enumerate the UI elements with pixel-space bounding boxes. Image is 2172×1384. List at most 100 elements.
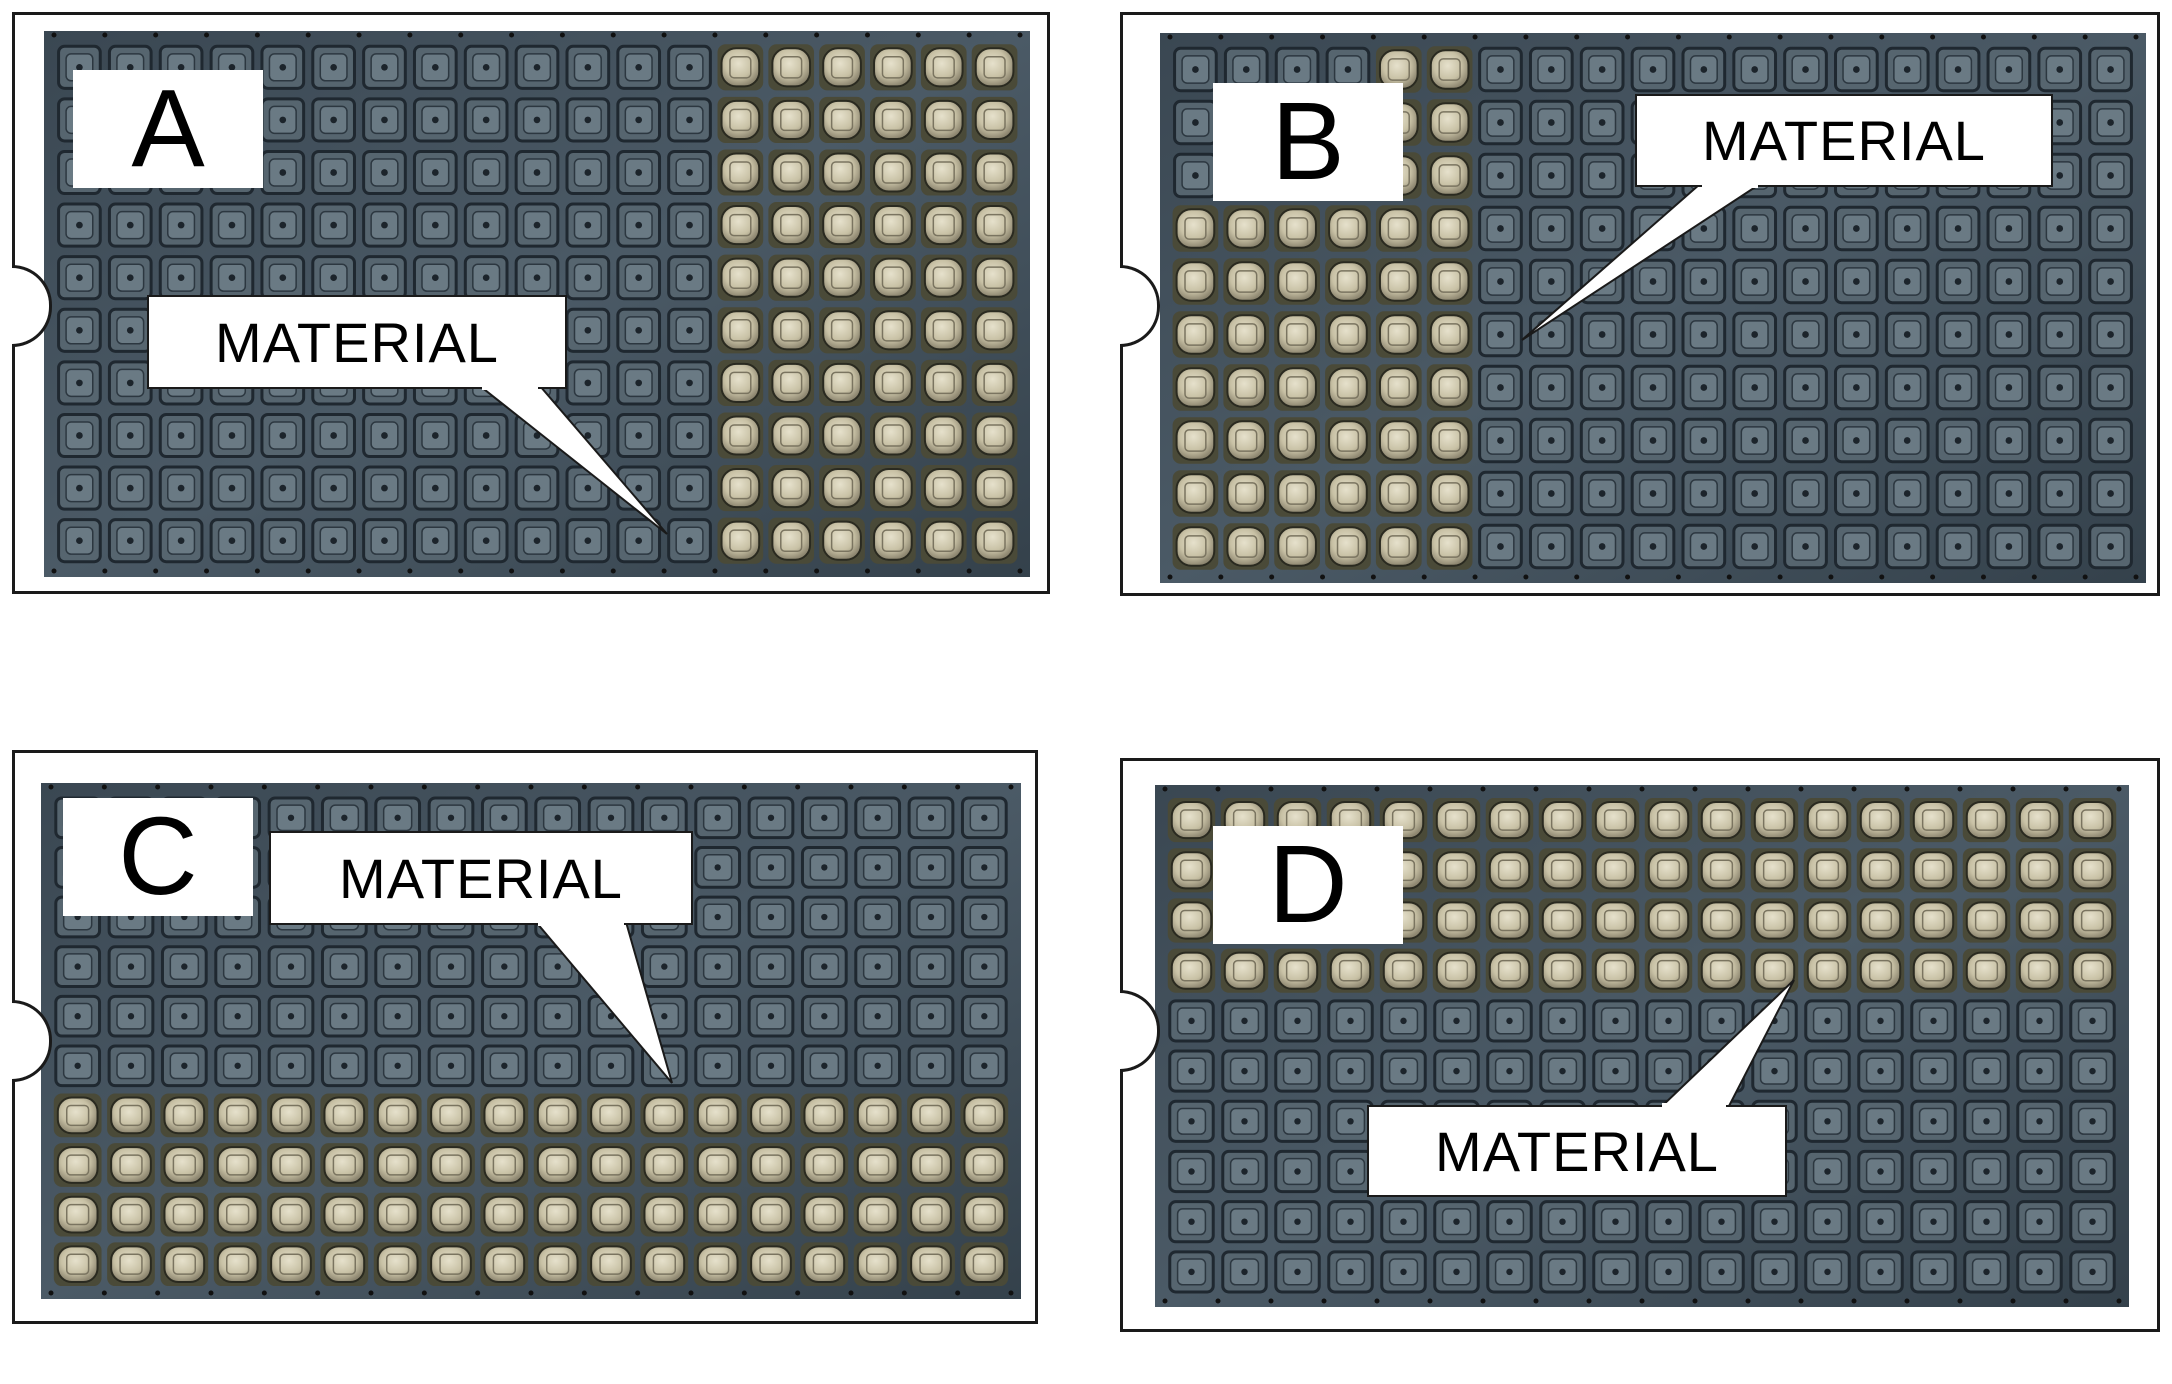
tray-cell-loaded — [960, 1093, 1009, 1138]
tray-cell-empty — [1592, 1250, 1639, 1294]
tray-cell-loaded — [819, 202, 865, 249]
tray-cell-empty — [1630, 364, 1676, 411]
tray-cell-loaded — [920, 307, 967, 354]
tray-cell-empty — [800, 796, 848, 840]
tray-cell-empty — [1935, 417, 1981, 464]
tray-cell-loaded — [1426, 152, 1473, 199]
tray-cell-empty — [800, 1044, 848, 1088]
tray-cell-empty — [2037, 523, 2083, 570]
tray-cell-loaded — [107, 1093, 155, 1138]
tray-edge-hole — [1879, 574, 1885, 580]
tray-cell-empty — [362, 465, 407, 511]
tray-cell-loaded — [870, 254, 916, 301]
tray-cell-empty — [667, 518, 712, 564]
tray-cell-empty — [412, 97, 458, 143]
tray-cell-loaded — [1962, 948, 2011, 993]
tray-cell-empty — [1834, 523, 1879, 570]
tray-cell-empty — [1834, 417, 1879, 464]
tray-edge-hole — [421, 1290, 427, 1296]
tray-edge-hole — [1980, 34, 1986, 40]
tray-edge-hole — [795, 784, 801, 790]
tray-cell-empty — [1274, 1200, 1321, 1244]
tray-cell-loaded — [1325, 311, 1371, 358]
tray-cell-empty — [214, 994, 262, 1038]
tray-cell-loaded — [1485, 798, 1534, 843]
tray-cell-empty — [1884, 311, 1930, 358]
tray-cell-empty — [2088, 46, 2133, 93]
tray-edge-hole — [1639, 786, 1645, 792]
tray-cell-empty — [57, 307, 102, 353]
tray-edge-hole — [610, 32, 616, 38]
tray-cell-empty — [1783, 364, 1828, 411]
tray-cell-loaded — [1538, 948, 1587, 993]
tray-cell-empty — [412, 44, 458, 90]
tray-cell-loaded — [800, 1192, 849, 1237]
tray-cell-loaded — [1803, 898, 1852, 943]
tray-cell-loaded — [1856, 848, 1905, 893]
tray-cell-empty — [907, 945, 955, 988]
tray-cell-empty — [463, 518, 509, 564]
tray-cell-loaded — [971, 412, 1018, 459]
tray-cell-empty — [1857, 1149, 1904, 1194]
tray-cell-empty — [1579, 523, 1625, 570]
tray-cell-loaded — [747, 1242, 795, 1287]
tray-cell-empty — [1732, 523, 1778, 570]
tray-cell-loaded — [768, 44, 815, 91]
tray-cell-empty — [2088, 523, 2133, 570]
tray-cell-empty — [1579, 46, 1625, 93]
tray-cell-empty — [311, 518, 356, 564]
tray-edge-hole — [1828, 574, 1834, 580]
tray-cell-empty — [480, 796, 528, 840]
tray-cell-loaded — [819, 254, 865, 301]
tray-cell-loaded — [1591, 798, 1640, 843]
tray-cell-loaded — [717, 517, 764, 564]
tray-edge-hole — [635, 1290, 641, 1296]
tray-cell-empty — [311, 465, 356, 511]
tray-edge-hole — [1320, 34, 1326, 40]
tray-edge-hole — [101, 784, 107, 790]
tray-edge-hole — [2010, 786, 2016, 792]
tray-cell-empty — [1539, 1049, 1586, 1093]
tray-edge-hole — [407, 32, 413, 38]
tray-edge-hole — [1586, 786, 1592, 792]
panel-letter-c: C — [63, 798, 253, 916]
tray-cell-empty — [960, 1044, 1008, 1088]
tray-cell-empty — [267, 994, 315, 1038]
tray-cell-loaded — [747, 1192, 795, 1237]
tray-cell-empty — [1804, 1049, 1851, 1093]
tray-cell-empty — [2037, 258, 2083, 305]
tray-cell-empty — [854, 1044, 902, 1088]
tray-cell-loaded — [1697, 848, 1746, 893]
tray-edge-hole — [1625, 34, 1631, 40]
tray-cell-empty — [694, 994, 742, 1038]
tray-cell-empty — [107, 518, 153, 564]
tray-cell-empty — [1857, 1200, 1904, 1244]
tray-cell-empty — [1857, 999, 1904, 1043]
tray-cell-empty — [960, 846, 1008, 889]
tray-cell-empty — [1528, 417, 1574, 464]
tray-cell-empty — [1783, 205, 1828, 252]
callout-a-box — [147, 295, 567, 389]
tray-cell-loaded — [920, 202, 967, 249]
tray-cell-loaded — [1697, 798, 1746, 843]
tray-cell-empty — [640, 945, 688, 988]
tray-cell-loaded — [717, 96, 764, 143]
tray-edge-hole — [559, 32, 565, 38]
tray-cell-loaded — [1591, 948, 1640, 993]
tray-edge-hole — [1421, 34, 1427, 40]
tray-cell-empty — [107, 945, 155, 988]
tray-edge-hole — [901, 784, 907, 790]
tray-edge-hole — [581, 784, 587, 790]
tray-cell-empty — [1963, 1200, 2010, 1244]
tray-cell-loaded — [587, 1093, 635, 1138]
tray-edge-hole — [848, 1290, 854, 1296]
tray-cell-empty — [1168, 999, 1215, 1043]
tray-cell-empty — [747, 945, 795, 988]
tray-cell-loaded — [1167, 898, 1216, 943]
tray-cell-empty — [800, 846, 848, 889]
tray-cell-loaded — [1485, 948, 1534, 993]
tray-cell-empty — [311, 202, 356, 248]
tray-cell-empty — [1834, 46, 1879, 93]
panel-letter-d: D — [1213, 826, 1403, 944]
tray-edge-hole — [475, 1290, 481, 1296]
